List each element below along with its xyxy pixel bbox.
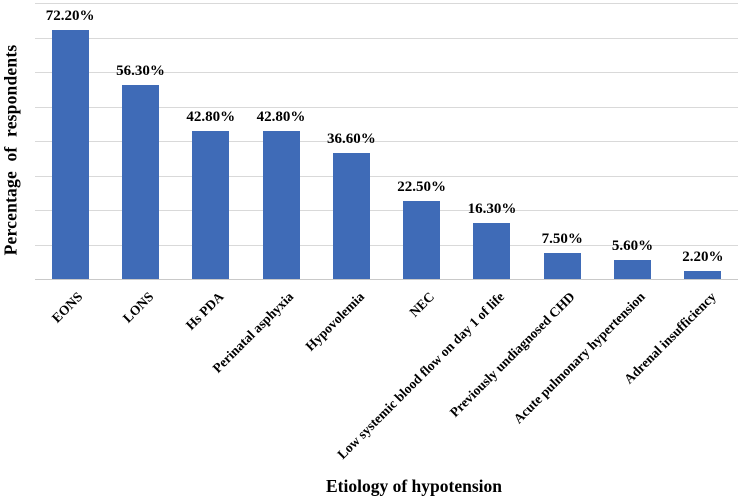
bar xyxy=(121,84,159,279)
gridline xyxy=(35,37,738,39)
bar xyxy=(473,222,511,279)
x-tick-label: Previously undiagnosed CHD xyxy=(447,289,578,420)
data-label: 42.80% xyxy=(186,109,236,126)
x-tick-label: Acute pulmonary hypertension xyxy=(510,289,649,427)
bar xyxy=(51,29,89,279)
gridline xyxy=(35,175,738,177)
x-tick-label: NEC xyxy=(406,289,438,320)
x-tick-label: LONS xyxy=(119,289,157,326)
data-label: 22.50% xyxy=(397,179,447,196)
bar xyxy=(403,201,441,279)
bar xyxy=(543,253,581,279)
gridline xyxy=(35,72,738,73)
bar xyxy=(332,152,370,279)
data-label: 72.20% xyxy=(45,7,95,24)
data-label: 36.60% xyxy=(326,130,376,147)
y-axis-title: Percentage of respondents xyxy=(0,44,21,256)
data-label: 56.30% xyxy=(116,62,165,79)
bar xyxy=(684,271,722,279)
x-tick-label: Hypovolemia xyxy=(302,289,367,354)
gridline xyxy=(35,106,738,108)
bar xyxy=(262,131,300,279)
data-label: 42.80% xyxy=(256,109,306,126)
gridline xyxy=(35,244,738,246)
bar xyxy=(192,131,230,279)
gridline xyxy=(35,3,738,4)
data-label: 16.30% xyxy=(467,200,517,217)
bar xyxy=(614,259,652,279)
x-tick-label: EONS xyxy=(49,289,86,326)
data-label: 5.60% xyxy=(611,237,654,254)
gridline xyxy=(35,141,738,142)
gridline xyxy=(35,210,738,211)
x-axis-line xyxy=(35,279,738,280)
data-label: 2.20% xyxy=(682,249,724,266)
x-tick-label: Hs PDA xyxy=(182,289,227,333)
x-axis-title: Etiology of hypotension xyxy=(326,476,502,496)
data-label: 7.50% xyxy=(541,231,583,248)
